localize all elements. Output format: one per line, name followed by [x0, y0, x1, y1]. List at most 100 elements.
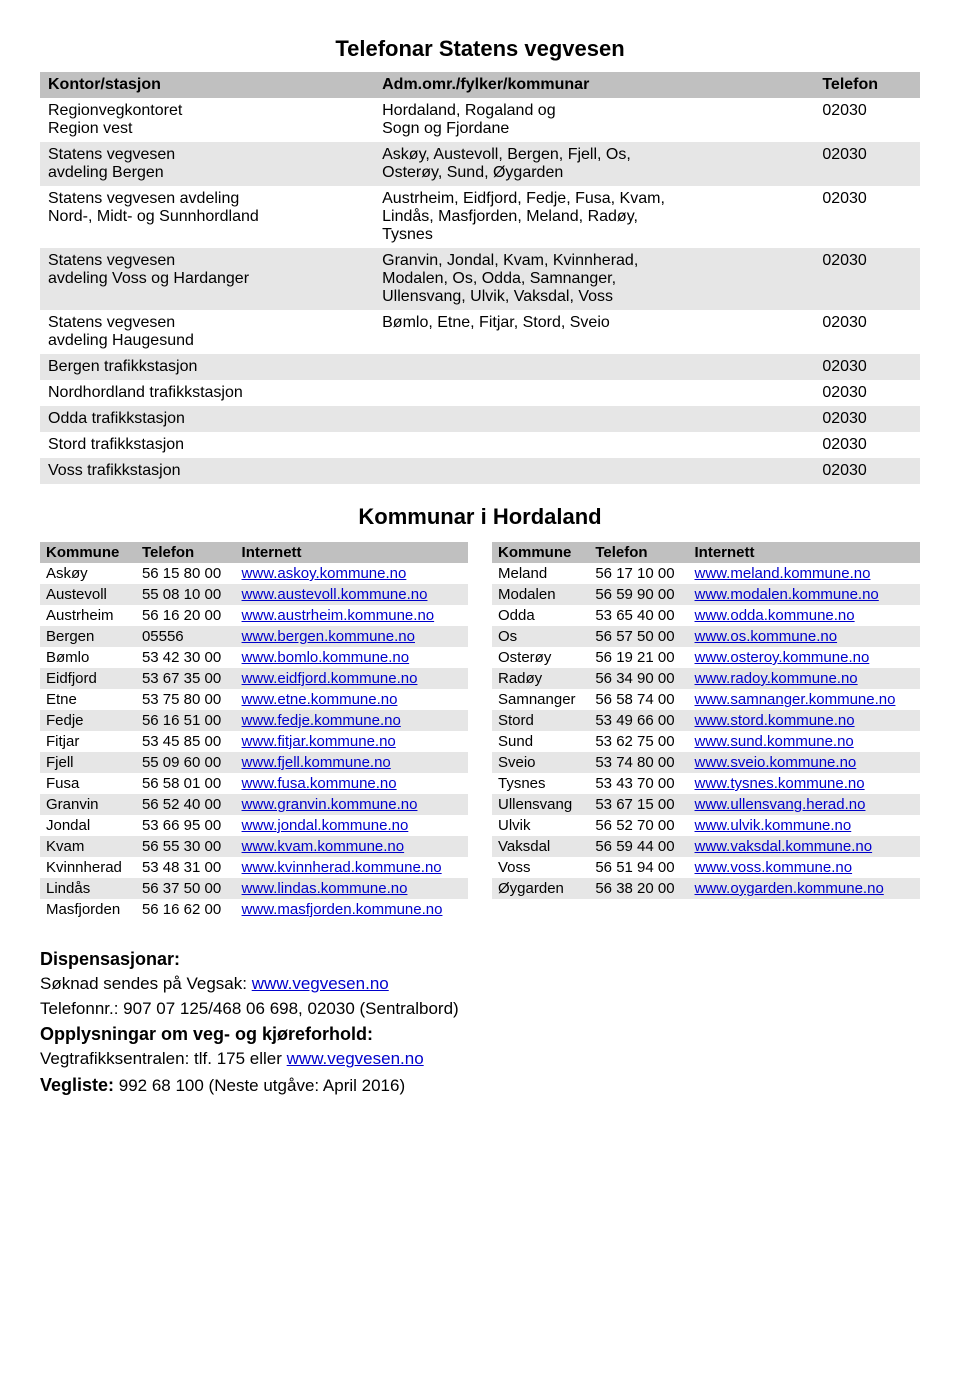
kommune-cell-url: www.eidfjord.kommune.no: [236, 668, 468, 689]
kommune-link[interactable]: www.granvin.kommune.no: [242, 796, 418, 813]
vegvesen-cell-tel: 02030: [814, 380, 920, 406]
kommune-row: Os56 57 50 00www.os.kommune.no: [492, 626, 920, 647]
kommune-cell-url: www.fjell.kommune.no: [236, 752, 468, 773]
kommune-link[interactable]: www.sund.kommune.no: [695, 733, 854, 750]
kommune-link[interactable]: www.os.kommune.no: [695, 628, 838, 645]
kommune-cell-url: www.osteroy.kommune.no: [689, 647, 920, 668]
kommune-link[interactable]: www.jondal.kommune.no: [242, 817, 409, 834]
kommune-cell-name: Bømlo: [40, 647, 136, 668]
kommune-link[interactable]: www.etne.kommune.no: [242, 691, 398, 708]
kommune-row: Sveio53 74 80 00www.sveio.kommune.no: [492, 752, 920, 773]
kommune-link[interactable]: www.fedje.kommune.no: [242, 712, 401, 729]
kommune-cell-name: Ullensvang: [492, 794, 589, 815]
kommune-cell-name: Modalen: [492, 584, 589, 605]
kommune-row: Masfjorden56 16 62 00www.masfjorden.komm…: [40, 899, 468, 920]
vegvesen-cell-tel: 02030: [814, 98, 920, 142]
kommune-link[interactable]: www.lindas.kommune.no: [242, 880, 408, 897]
kommune-link[interactable]: www.vaksdal.kommune.no: [695, 838, 873, 855]
vegvesen-cell-adm: [374, 380, 814, 406]
vegvesen-cell-adm: Bømlo, Etne, Fitjar, Stord, Sveio: [374, 310, 814, 354]
kommune-cell-tel: 56 16 20 00: [136, 605, 236, 626]
kommune-cell-url: www.jondal.kommune.no: [236, 815, 468, 836]
kommune-th-url: Internett: [236, 542, 468, 563]
kommune-row: Sund53 62 75 00 www.sund.kommune.no: [492, 731, 920, 752]
kommune-row: Eidfjord53 67 35 00www.eidfjord.kommune.…: [40, 668, 468, 689]
kommune-cell-url: www.sund.kommune.no: [689, 731, 920, 752]
kommune-cell-tel: 56 58 01 00: [136, 773, 236, 794]
kommune-link[interactable]: www.eidfjord.kommune.no: [242, 670, 418, 687]
kommune-cell-name: Radøy: [492, 668, 589, 689]
kommune-right: Kommune Telefon Internett Meland56 17 10…: [492, 542, 920, 899]
kommune-link[interactable]: www.oygarden.kommune.no: [695, 880, 884, 897]
kommune-cell-url: www.fitjar.kommune.no: [236, 731, 468, 752]
kommune-link[interactable]: www.stord.kommune.no: [695, 712, 855, 729]
kommune-cell-name: Osterøy: [492, 647, 589, 668]
vegvesen-cell-kontor: Statens vegvesen avdeling Haugesund: [40, 310, 374, 354]
kommune-row: Voss56 51 94 00www.voss.kommune.no: [492, 857, 920, 878]
kommune-link[interactable]: www.radoy.kommune.no: [695, 670, 858, 687]
kommune-cell-tel: 56 16 62 00: [136, 899, 236, 920]
vegvesen-cell-adm: [374, 458, 814, 484]
vegvesen-table: Kontor/stasjon Adm.omr./fylker/kommunar …: [40, 72, 920, 484]
kommune-link[interactable]: www.bergen.kommune.no: [242, 628, 415, 645]
kommune-cell-name: Kvam: [40, 836, 136, 857]
vegvesen-cell-adm: Askøy, Austevoll, Bergen, Fjell, Os, Ost…: [374, 142, 814, 186]
kommune-cell-url: www.samnanger.kommune.no: [689, 689, 920, 710]
kommune-cell-url: www.askoy.kommune.no: [236, 563, 468, 584]
kommune-link[interactable]: www.odda.kommune.no: [695, 607, 855, 624]
kommune-row: Meland56 17 10 00www.meland.kommune.no: [492, 563, 920, 584]
kommune-link[interactable]: www.kvinnherad.kommune.no: [242, 859, 442, 876]
kommune-cell-url: www.austrheim.kommune.no: [236, 605, 468, 626]
kommune-link[interactable]: www.meland.kommune.no: [695, 565, 871, 582]
kommune-link[interactable]: www.fusa.kommune.no: [242, 775, 397, 792]
kommune-left: Kommune Telefon Internett Askøy56 15 80 …: [40, 542, 468, 920]
kommune-link[interactable]: www.osteroy.kommune.no: [695, 649, 870, 666]
kommune-cell-url: www.vaksdal.kommune.no: [689, 836, 920, 857]
footer: Dispensasjonar: Søknad sendes på Vegsak:…: [40, 946, 920, 1099]
kommune-cell-name: Granvin: [40, 794, 136, 815]
vegvesen-cell-kontor: Statens vegvesen avdeling Bergen: [40, 142, 374, 186]
kommune-link[interactable]: www.tysnes.kommune.no: [695, 775, 865, 792]
kommune-link[interactable]: www.kvam.kommune.no: [242, 838, 405, 855]
kommune-row: Ulvik56 52 70 00www.ulvik.kommune.no: [492, 815, 920, 836]
disp-link[interactable]: www.vegvesen.no: [252, 974, 389, 993]
opp-link[interactable]: www.vegvesen.no: [287, 1049, 424, 1068]
kommune-link[interactable]: www.sveio.kommune.no: [695, 754, 857, 771]
kommune-link[interactable]: www.samnanger.kommune.no: [695, 691, 896, 708]
kommune-cell-name: Sund: [492, 731, 589, 752]
kommune-row: Fusa56 58 01 00www.fusa.kommune.no: [40, 773, 468, 794]
kommune-cell-url: www.masfjorden.kommune.no: [236, 899, 468, 920]
kommune-cell-url: www.tysnes.kommune.no: [689, 773, 920, 794]
vegvesen-cell-kontor: Voss trafikkstasjon: [40, 458, 374, 484]
kommune-link[interactable]: www.voss.kommune.no: [695, 859, 853, 876]
vegvesen-cell-tel: 02030: [814, 432, 920, 458]
kommune-link[interactable]: www.austevoll.kommune.no: [242, 586, 428, 603]
vegliste-line: Vegliste: 992 68 100 (Neste utgåve: Apri…: [40, 1072, 920, 1099]
kommune-cell-tel: 53 49 66 00: [589, 710, 688, 731]
kommune-cell-tel: 53 66 95 00: [136, 815, 236, 836]
kommune-cell-tel: 53 67 15 00: [589, 794, 688, 815]
kommune-link[interactable]: www.fitjar.kommune.no: [242, 733, 396, 750]
vegvesen-cell-tel: 02030: [814, 458, 920, 484]
opp-title: Opplysningar om veg- og kjøreforhold:: [40, 1021, 920, 1047]
vegvesen-cell-tel: 02030: [814, 406, 920, 432]
kommune-cell-tel: 56 19 21 00: [589, 647, 688, 668]
kommune-link[interactable]: www.modalen.kommune.no: [695, 586, 879, 603]
kommune-link[interactable]: www.fjell.kommune.no: [242, 754, 391, 771]
vegvesen-cell-kontor: Regionvegkontoret Region vest: [40, 98, 374, 142]
kommune-link[interactable]: www.ullensvang.herad.no: [695, 796, 866, 813]
kommune-cell-url: www.sveio.kommune.no: [689, 752, 920, 773]
kommune-cell-tel: 53 62 75 00: [589, 731, 688, 752]
kommune-link[interactable]: www.austrheim.kommune.no: [242, 607, 435, 624]
vegvesen-cell-adm: [374, 406, 814, 432]
disp-line: Søknad sendes på Vegsak: www.vegvesen.no: [40, 972, 920, 997]
vegvesen-th-adm: Adm.omr./fylker/kommunar: [374, 72, 814, 98]
vegvesen-row: Regionvegkontoret Region vestHordaland, …: [40, 98, 920, 142]
kommune-cell-url: www.odda.kommune.no: [689, 605, 920, 626]
kommune-link[interactable]: www.ulvik.kommune.no: [695, 817, 852, 834]
kommune-link[interactable]: www.masfjorden.kommune.no: [242, 901, 443, 918]
kommune-row: Fedje56 16 51 00www.fedje.kommune.no: [40, 710, 468, 731]
kommune-link[interactable]: www.bomlo.kommune.no: [242, 649, 410, 666]
kommune-link[interactable]: www.askoy.kommune.no: [242, 565, 407, 582]
kommune-row: Fjell55 09 60 00www.fjell.kommune.no: [40, 752, 468, 773]
